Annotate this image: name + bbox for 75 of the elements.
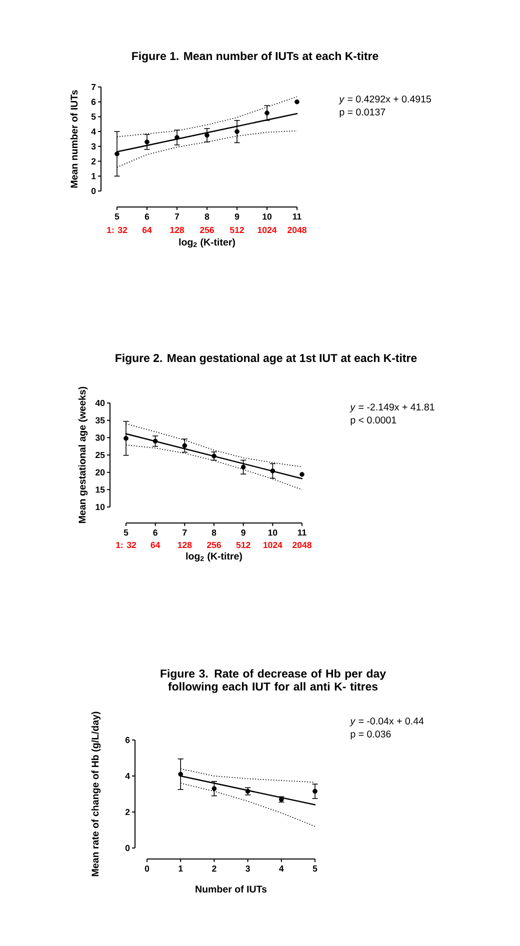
y-tick-label: 10 xyxy=(96,504,105,510)
x2-tick-label: 64 xyxy=(142,226,152,234)
text: p < 0.0001 xyxy=(350,416,396,426)
x2-tick-label: 1024 xyxy=(263,542,282,548)
y-axis-title: Mean gestational age (weeks) xyxy=(78,386,88,523)
y-tick-label: 2 xyxy=(91,158,96,164)
y-tick-label: 2 xyxy=(125,808,130,816)
x2-tick-label: 256 xyxy=(206,542,222,548)
y-tick-label: 0 xyxy=(91,188,96,194)
text: y = -2.149x + 41.81 xyxy=(350,404,434,412)
x2-tick-label: 128 xyxy=(170,226,184,234)
x-tick-label: 8 xyxy=(204,214,210,220)
point xyxy=(234,129,240,134)
chart-title: Figure 1. Mean number of IUTs at each K-titre xyxy=(132,52,378,62)
x-tick-label: 6 xyxy=(144,214,150,220)
y-tick-label: 15 xyxy=(96,486,105,493)
x2-tick-label: 512 xyxy=(236,542,250,548)
line-series xyxy=(126,444,302,490)
x-axis-title: log$_{2}$ (K-titre) xyxy=(186,552,242,562)
y-tick-label: 5 xyxy=(91,114,96,120)
text: y = -0.04x + 0.44 xyxy=(350,718,424,726)
chart-title: Figure 2. Mean gestational age at 1st IUT at each K-titre xyxy=(116,354,417,364)
x-tick-label: 3 xyxy=(246,866,250,872)
x2-tick-label: 1: 32 xyxy=(116,542,136,548)
text: p = 0.036 xyxy=(350,730,391,740)
point xyxy=(294,99,300,104)
point xyxy=(144,140,150,144)
x2-tick-label: 128 xyxy=(178,542,192,548)
point xyxy=(212,454,216,458)
y-tick-label: 4 xyxy=(91,128,96,135)
y-tick-label: 7 xyxy=(91,84,96,90)
x-tick-label: 10 xyxy=(268,530,278,536)
x-axis-title: log$_{2}$ (K-titer) xyxy=(179,238,235,248)
x-tick-label: 4 xyxy=(279,866,284,872)
y-axis-title: Mean number of IUTs xyxy=(70,90,78,188)
x-tick-label: 5 xyxy=(114,214,120,220)
y-tick-label: 1 xyxy=(92,173,96,180)
x2-tick-label: 512 xyxy=(230,226,244,234)
x-tick-label: 2 xyxy=(212,866,216,872)
x-tick-label: 7 xyxy=(182,530,187,536)
y-tick-label: 6 xyxy=(125,736,130,744)
x-tick-label: 9 xyxy=(241,530,246,536)
y-tick-label: 0 xyxy=(125,844,130,852)
y-tick-label: 3 xyxy=(91,143,96,150)
x-tick-label: 11 xyxy=(292,214,302,220)
y-tick-label: 40 xyxy=(95,400,105,406)
x-tick-label: 9 xyxy=(234,214,240,220)
x-tick-label: 6 xyxy=(153,530,158,536)
x-tick-label: 0 xyxy=(144,866,150,872)
y-tick-label: 6 xyxy=(91,98,96,105)
x-tick-label: 11 xyxy=(298,530,306,536)
x-tick-label: 7 xyxy=(174,214,180,220)
point xyxy=(264,110,270,116)
y-tick-label: 30 xyxy=(95,434,105,441)
text: p = 0.0137 xyxy=(340,108,386,118)
y-axis-title: Mean rate of change of Hb (g/L/day) xyxy=(91,712,101,876)
point xyxy=(300,472,304,477)
x-axis-title: Number of IUTs xyxy=(196,885,267,893)
y-tick-label: 35 xyxy=(95,417,105,424)
chart-title: Figure 3. Rate of decrease of Hb per day following each IUT for all anti K- titres xyxy=(160,669,386,693)
point xyxy=(174,135,180,140)
y-tick-label: 20 xyxy=(96,469,105,476)
y-tick-label: 4 xyxy=(125,772,130,780)
x2-tick-label: 2048 xyxy=(292,542,312,548)
x-tick-label: 5 xyxy=(312,866,318,872)
y-tick-label: 25 xyxy=(96,452,105,458)
x2-tick-label: 1: 32 xyxy=(107,226,128,234)
x2-tick-label: 64 xyxy=(150,542,160,548)
x-tick-label: 8 xyxy=(212,530,216,536)
x2-tick-label: 256 xyxy=(200,226,214,234)
x2-tick-label: 1024 xyxy=(258,226,277,234)
x2-tick-label: 2048 xyxy=(288,226,306,234)
x-tick-label: 1 xyxy=(178,866,183,872)
text: y = 0.4292x + 0.4915 xyxy=(338,96,431,104)
x-tick-label: 10 xyxy=(262,214,272,220)
